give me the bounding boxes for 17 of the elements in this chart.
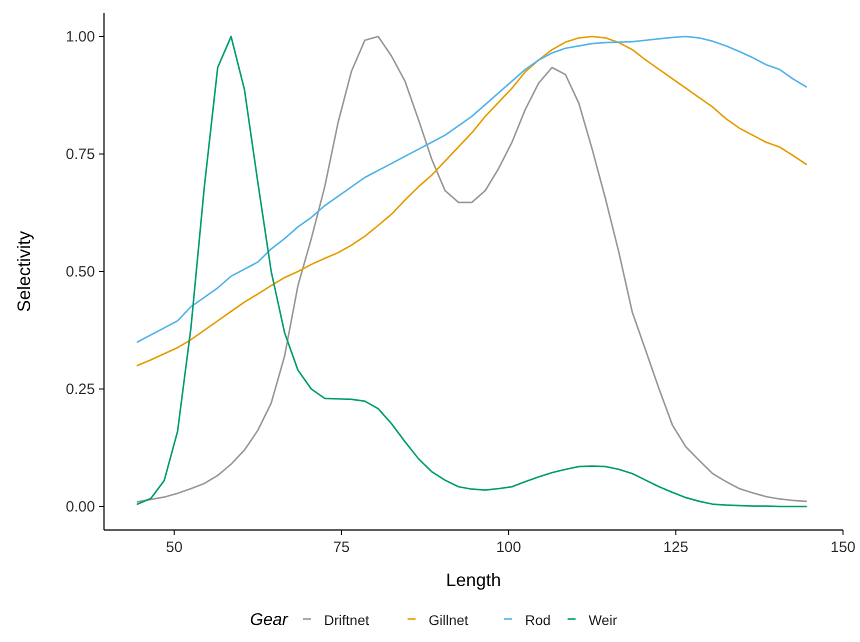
x-tick-label: 125 (663, 539, 688, 556)
legend-label: Weir (588, 612, 618, 628)
x-tick-label: 75 (333, 539, 350, 556)
legend-label: Driftnet (324, 612, 370, 628)
x-tick-label: 100 (496, 539, 522, 556)
y-tick-label: 0.00 (66, 498, 95, 516)
x-axis-title: Length (446, 570, 502, 590)
y-tick-label: 0.50 (66, 264, 95, 280)
y-tick-label: 1.00 (66, 28, 95, 46)
x-tick-label: 150 (830, 539, 856, 556)
legend-title: Gear (250, 610, 290, 629)
legend-label: Gillnet (428, 612, 468, 628)
y-tick-label: 0.75 (66, 146, 95, 163)
y-tick-label: 0.25 (66, 381, 95, 398)
legend-label: Rod (525, 612, 551, 628)
y-axis-title: Selectivity (14, 230, 34, 312)
x-tick-label: 50 (166, 539, 183, 556)
